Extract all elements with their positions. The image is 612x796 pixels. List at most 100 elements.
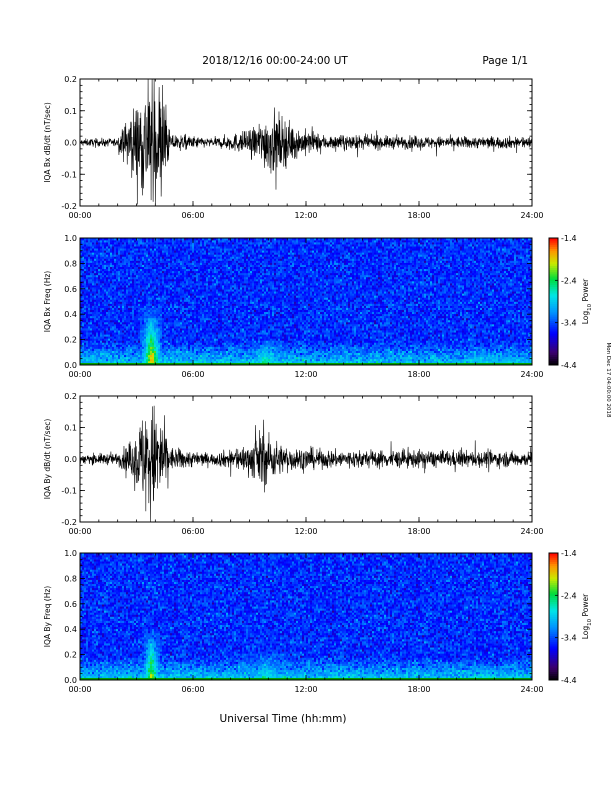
spectrogram-cell <box>196 336 198 338</box>
spectrogram-cell <box>142 244 144 246</box>
spectrogram-cell <box>214 252 216 254</box>
spectrogram-cell <box>206 349 208 351</box>
spectrogram-cell <box>194 347 196 349</box>
spectrogram-cell <box>86 291 88 293</box>
spectrogram-cell <box>110 312 112 314</box>
spectrogram-cell <box>122 297 124 299</box>
spectrogram-cell <box>100 332 102 334</box>
spectrogram-cell <box>84 316 86 318</box>
spectrogram-cell <box>188 254 190 256</box>
spectrogram-cell <box>96 256 98 258</box>
spectrogram-cell <box>200 289 202 291</box>
spectrogram-cell <box>140 302 142 304</box>
spectrogram-cell <box>126 265 128 267</box>
spectrogram-cell <box>146 250 148 252</box>
spectrogram-cell <box>168 267 170 269</box>
spectrogram-cell <box>180 279 182 281</box>
spectrogram-cell <box>214 351 216 353</box>
spectrogram-cell <box>214 275 216 277</box>
spectrogram-cell <box>110 310 112 312</box>
spectrogram-cell <box>86 302 88 304</box>
spectrogram-cell <box>150 279 152 281</box>
spectrogram-cell <box>156 359 158 361</box>
spectrogram-cell <box>210 250 212 252</box>
spectrogram-cell <box>148 248 150 250</box>
spectrogram-cell <box>200 267 202 269</box>
spectrogram-cell <box>92 345 94 347</box>
spectrogram-cell <box>148 254 150 256</box>
spectrogram-cell <box>130 267 132 269</box>
spectrogram-cell <box>118 302 120 304</box>
spectrogram-cell <box>212 342 214 344</box>
spectrogram-cell <box>102 324 104 326</box>
spectrogram-cell <box>130 256 132 258</box>
spectrogram-cell <box>134 283 136 285</box>
spectrogram-cell <box>120 328 122 330</box>
spectrogram-cell <box>138 322 140 324</box>
spectrogram-cell <box>94 312 96 314</box>
spectrogram-cell <box>192 263 194 265</box>
spectrogram-cell <box>122 289 124 291</box>
spectrogram-cell <box>166 240 168 242</box>
spectrogram-cell <box>216 287 218 289</box>
spectrogram-cell <box>214 248 216 250</box>
spectrogram-cell <box>198 258 200 260</box>
spectrogram-cell <box>226 271 228 273</box>
spectrogram-cell <box>184 304 186 306</box>
spectrogram-cell <box>124 248 126 250</box>
spectrogram-cell <box>198 269 200 271</box>
spectrogram-cell <box>112 289 114 291</box>
spectrogram-cell <box>188 332 190 334</box>
spectrogram-cell <box>128 269 130 271</box>
spectrogram-cell <box>162 297 164 299</box>
spectrogram-cell <box>122 353 124 355</box>
spectrogram-cell <box>158 265 160 267</box>
spectrogram-cell <box>184 295 186 297</box>
spectrogram-cell <box>234 293 236 295</box>
spectrogram-cell <box>140 287 142 289</box>
spectrogram-cell <box>192 289 194 291</box>
spectrogram-cell <box>98 332 100 334</box>
spectrogram-cell <box>142 242 144 244</box>
spectrogram-cell <box>86 293 88 295</box>
spectrogram-cell <box>108 293 110 295</box>
spectrogram-cell <box>224 281 226 283</box>
spectrogram-cell <box>160 359 162 361</box>
spectrogram-cell <box>144 310 146 312</box>
spectrogram-cell <box>214 349 216 351</box>
spectrogram-cell <box>174 353 176 355</box>
spectrogram-cell <box>168 261 170 263</box>
spectrogram-cell <box>192 254 194 256</box>
spectrogram-cell <box>94 359 96 361</box>
spectrogram-cell <box>166 248 168 250</box>
spectrogram-cell <box>204 332 206 334</box>
spectrogram-cell <box>150 273 152 275</box>
spectrogram-cell <box>166 293 168 295</box>
spectrogram-cell <box>202 355 204 357</box>
spectrogram-cell <box>166 295 168 297</box>
spectrogram-cell <box>100 267 102 269</box>
spectrogram-cell <box>84 246 86 248</box>
spectrogram-cell <box>130 250 132 252</box>
spectrogram-cell <box>206 353 208 355</box>
spectrogram-cell <box>226 334 228 336</box>
spectrogram-cell <box>180 342 182 344</box>
spectrogram-cell <box>148 291 150 293</box>
spectrogram-cell <box>144 246 146 248</box>
spectrogram-cell <box>134 267 136 269</box>
spectrogram-cell <box>224 285 226 287</box>
spectrogram-cell <box>84 267 86 269</box>
spectrogram-cell <box>170 252 172 254</box>
spectrogram-cell <box>102 283 104 285</box>
spectrogram-cell <box>160 256 162 258</box>
spectrogram-cell <box>142 314 144 316</box>
spectrogram-cell <box>192 357 194 359</box>
spectrogram-cell <box>130 324 132 326</box>
spectrogram-cell <box>176 314 178 316</box>
spectrogram-cell <box>202 289 204 291</box>
spectrogram-cell <box>216 267 218 269</box>
spectrogram-cell <box>156 314 158 316</box>
spectrogram-cell <box>202 287 204 289</box>
spectrogram-cell <box>210 244 212 246</box>
spectrogram-cell <box>152 342 154 344</box>
